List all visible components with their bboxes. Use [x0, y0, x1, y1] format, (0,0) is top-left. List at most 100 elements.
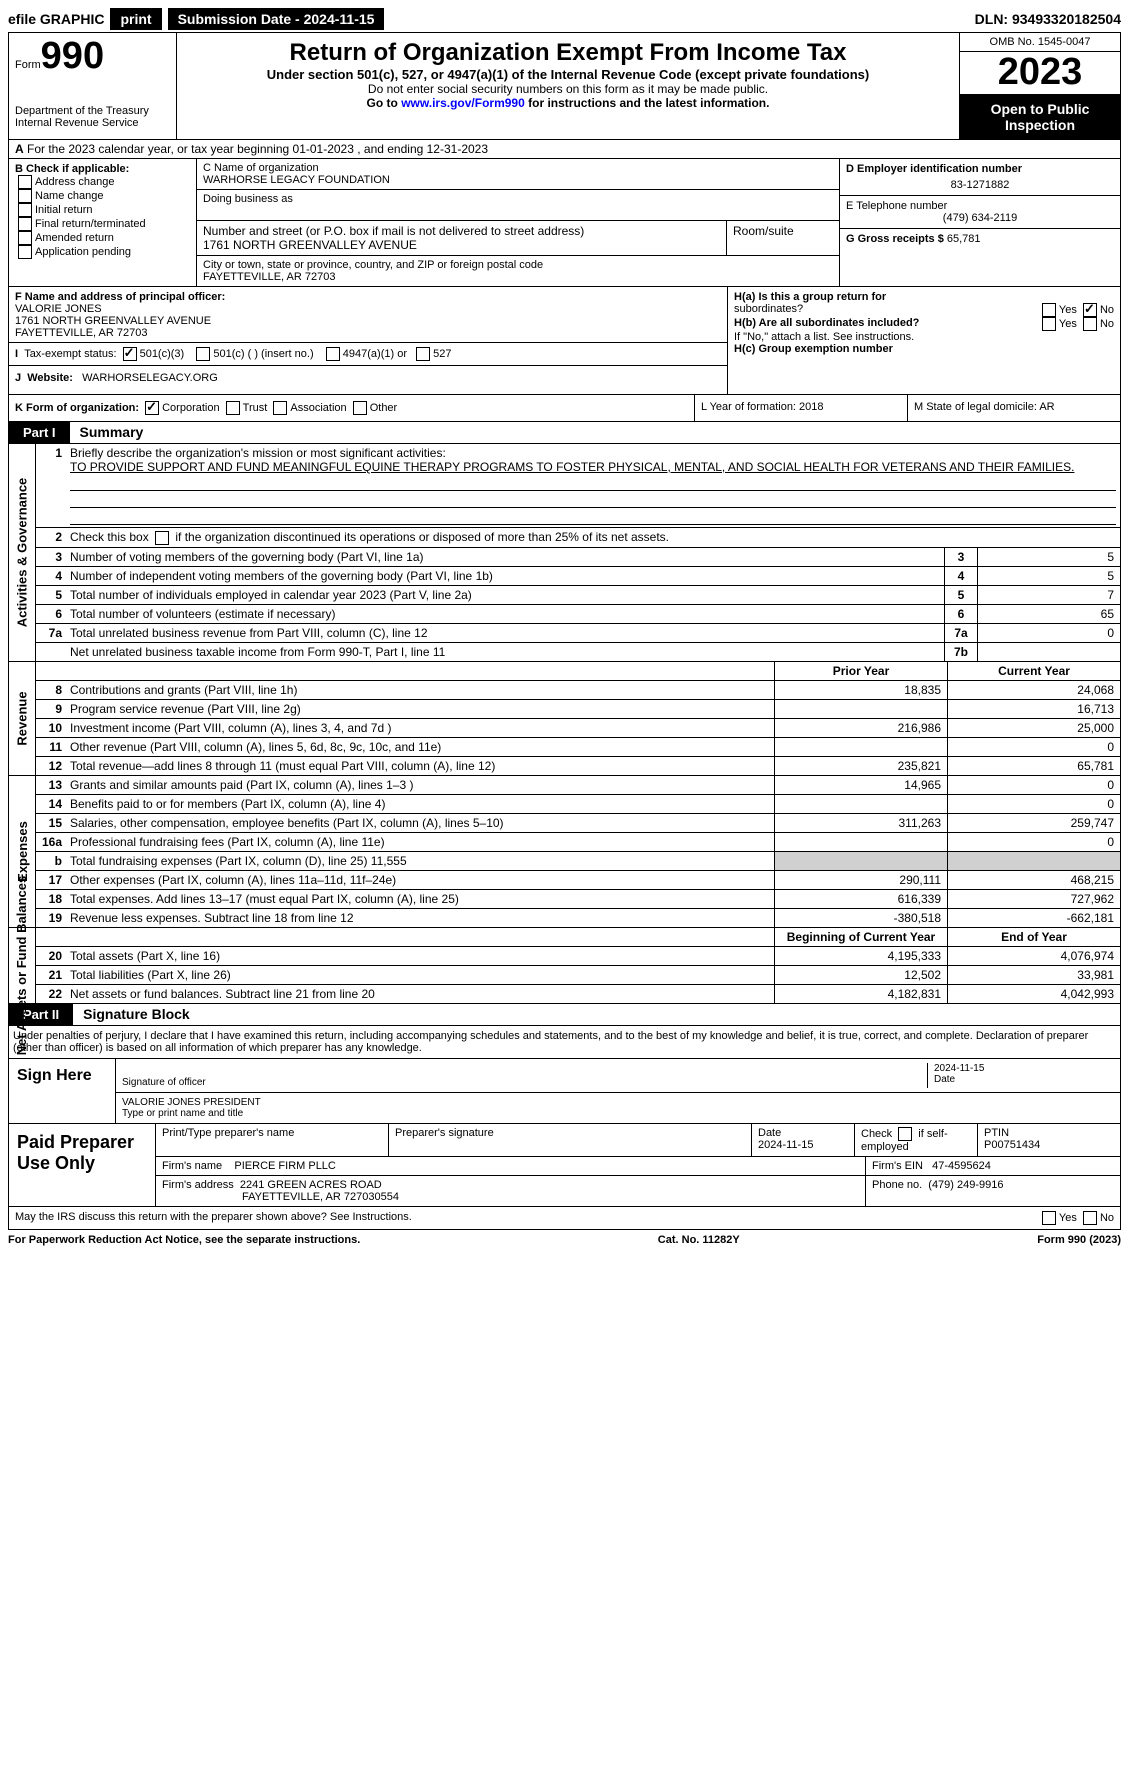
print-button[interactable]: print — [110, 8, 161, 30]
col-b: B Check if applicable: Address change Na… — [9, 159, 197, 286]
check-application-pending[interactable]: Application pending — [15, 245, 190, 259]
check-501c3[interactable] — [123, 347, 137, 361]
l22-label: Net assets or fund balances. Subtract li… — [66, 985, 774, 1003]
street-label: Number and street (or P.O. box if mail i… — [203, 224, 720, 238]
efile-label: efile GRAPHIC — [8, 11, 104, 27]
form-word: Form — [15, 59, 41, 71]
check-other[interactable] — [353, 401, 367, 415]
officer-name-title: VALORIE JONES PRESIDENT — [122, 1097, 261, 1108]
website-value: WARHORSELEGACY.ORG — [82, 372, 218, 384]
tax-year: 2023 — [960, 52, 1120, 95]
print-preparer-label: Print/Type preparer's name — [162, 1127, 382, 1139]
prior-year-header: Prior Year — [774, 662, 947, 680]
l12-prior: 235,821 — [774, 757, 947, 775]
col-b-title: B Check if applicable: — [15, 163, 190, 175]
l11-label: Other revenue (Part VIII, column (A), li… — [66, 738, 774, 756]
firm-phone: (479) 249-9916 — [928, 1179, 1003, 1191]
check-l2[interactable] — [155, 531, 169, 545]
line-a-text: For the 2023 calendar year, or tax year … — [27, 142, 488, 156]
part2-title: Signature Block — [73, 1006, 190, 1022]
l9-label: Program service revenue (Part VIII, line… — [66, 700, 774, 718]
l10-current: 25,000 — [947, 719, 1120, 737]
paid-date: 2024-11-15 — [758, 1139, 848, 1151]
l21-label: Total liabilities (Part X, line 26) — [66, 966, 774, 984]
l16a-current: 0 — [947, 833, 1120, 851]
gross-label: G Gross receipts $ — [846, 233, 944, 245]
firm-addr-label: Firm's address — [162, 1179, 234, 1191]
part2-header: Part II Signature Block — [8, 1004, 1121, 1026]
l8-prior: 18,835 — [774, 681, 947, 699]
l16b-label: Total fundraising expenses (Part IX, col… — [66, 852, 774, 870]
l18-label: Total expenses. Add lines 13–17 (must eq… — [66, 890, 774, 908]
check-corporation[interactable] — [145, 401, 159, 415]
l15-current: 259,747 — [947, 814, 1120, 832]
part1-header: Part I Summary — [8, 422, 1121, 444]
phone-label: E Telephone number — [846, 200, 1114, 212]
firm-name-label: Firm's name — [162, 1160, 222, 1172]
check-initial-return[interactable]: Initial return — [15, 203, 190, 217]
irs-link[interactable]: www.irs.gov/Form990 — [401, 96, 525, 110]
f-label: F Name and address of principal officer: — [15, 291, 225, 303]
l16b-prior — [774, 852, 947, 870]
check-name-change[interactable]: Name change — [15, 189, 190, 203]
dba-label: Doing business as — [203, 193, 833, 205]
l11-prior — [774, 738, 947, 756]
l18-prior: 616,339 — [774, 890, 947, 908]
paid-date-label: Date — [758, 1127, 848, 1139]
current-year-header: Current Year — [947, 662, 1120, 680]
tab-revenue: Revenue — [15, 691, 30, 745]
l10-label: Investment income (Part VIII, column (A)… — [66, 719, 774, 737]
l-year-formation: L Year of formation: 2018 — [695, 395, 908, 421]
l13-label: Grants and similar amounts paid (Part IX… — [66, 776, 774, 794]
form-goto: Go to www.irs.gov/Form990 for instructio… — [183, 96, 953, 110]
m-state-domicile: M State of legal domicile: AR — [908, 395, 1120, 421]
discuss-text: May the IRS discuss this return with the… — [15, 1211, 412, 1225]
firm-name: PIERCE FIRM PLLC — [234, 1160, 335, 1172]
hb-no[interactable] — [1083, 317, 1097, 331]
form-title: Return of Organization Exempt From Incom… — [183, 39, 953, 67]
l9-current: 16,713 — [947, 700, 1120, 718]
check-amended-return[interactable]: Amended return — [15, 231, 190, 245]
l21-begin: 12,502 — [774, 966, 947, 984]
l12-current: 65,781 — [947, 757, 1120, 775]
l12-label: Total revenue—add lines 8 through 11 (mu… — [66, 757, 774, 775]
sign-date: 2024-11-15 — [934, 1063, 1114, 1074]
city-value: FAYETTEVILLE, AR 72703 — [203, 271, 833, 283]
check-address-change[interactable]: Address change — [15, 175, 190, 189]
l6-label: Total number of volunteers (estimate if … — [66, 605, 944, 623]
form-number: 990 — [41, 35, 104, 77]
check-self-employed[interactable] — [898, 1127, 912, 1141]
check-501c[interactable] — [196, 347, 210, 361]
form-subtitle-2: Do not enter social security numbers on … — [183, 82, 953, 96]
hb-yes[interactable] — [1042, 317, 1056, 331]
city-label: City or town, state or province, country… — [203, 259, 833, 271]
phone-value: (479) 634-2119 — [846, 212, 1114, 224]
l20-begin: 4,195,333 — [774, 947, 947, 965]
summary-revenue: Revenue Prior Year Current Year 8Contrib… — [8, 662, 1121, 776]
l18-current: 727,962 — [947, 890, 1120, 908]
gross-value: 65,781 — [947, 233, 981, 245]
l14-prior — [774, 795, 947, 813]
check-trust[interactable] — [226, 401, 240, 415]
discuss-yes[interactable] — [1042, 1211, 1056, 1225]
l9-prior — [774, 700, 947, 718]
footer-right: Form 990 (2023) — [1037, 1234, 1121, 1246]
check-4947[interactable] — [326, 347, 340, 361]
officer-addr1: 1761 NORTH GREENVALLEY AVENUE — [15, 315, 721, 327]
l16a-label: Professional fundraising fees (Part IX, … — [66, 833, 774, 851]
firm-addr1: 2241 GREEN ACRES ROAD — [240, 1179, 382, 1191]
line-a: A For the 2023 calendar year, or tax yea… — [8, 140, 1121, 159]
check-527[interactable] — [416, 347, 430, 361]
dept-label: Department of the Treasury — [15, 105, 170, 117]
footer-left: For Paperwork Reduction Act Notice, see … — [8, 1234, 360, 1246]
firm-ein: 47-4595624 — [932, 1160, 991, 1172]
discuss-no[interactable] — [1083, 1211, 1097, 1225]
ha-yes[interactable] — [1042, 303, 1056, 317]
paid-preparer-table: Paid Preparer Use Only Print/Type prepar… — [8, 1124, 1121, 1207]
l20-label: Total assets (Part X, line 16) — [66, 947, 774, 965]
check-association[interactable] — [273, 401, 287, 415]
part1-title: Summary — [70, 424, 144, 440]
ein-value: 83-1271882 — [846, 175, 1114, 191]
check-final-return[interactable]: Final return/terminated — [15, 217, 190, 231]
ha-no[interactable] — [1083, 303, 1097, 317]
